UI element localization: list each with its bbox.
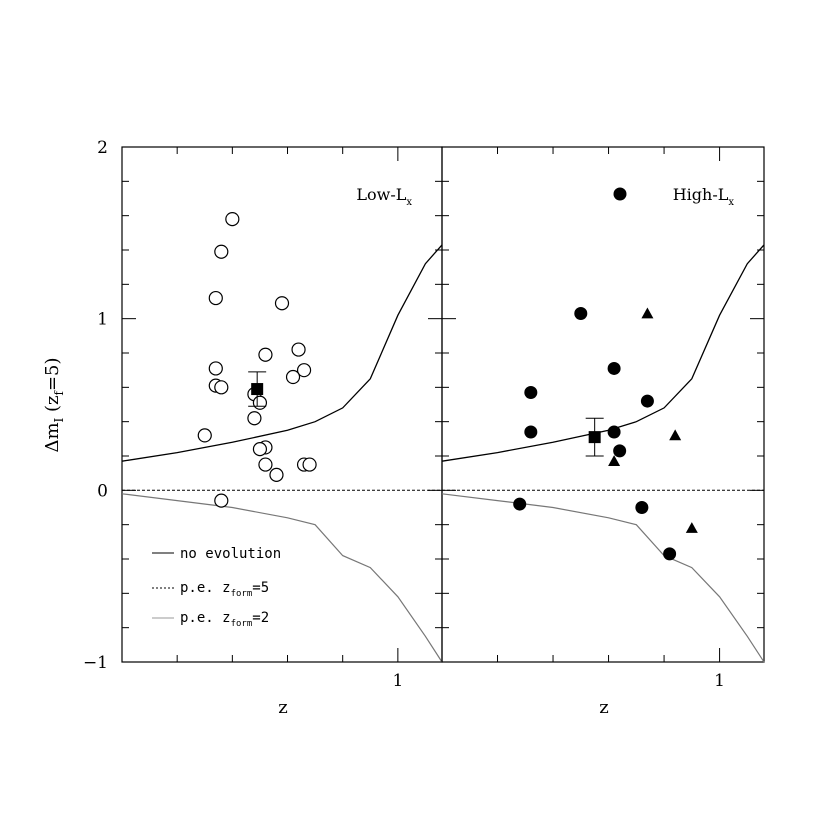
triangle-point bbox=[608, 455, 621, 466]
x-axis-title-right: z bbox=[599, 697, 608, 718]
open-circle-point bbox=[252, 442, 268, 457]
right-no-evolution-curve bbox=[441, 244, 765, 462]
filled-circle-point bbox=[524, 385, 538, 399]
mean-square-point bbox=[251, 383, 264, 396]
legend-no-evolution-label: no evolution bbox=[180, 546, 281, 562]
y-tick-label: 0 bbox=[97, 481, 108, 501]
open-circle-point bbox=[269, 467, 284, 482]
open-circle-point bbox=[247, 411, 262, 426]
x-axis-title-left: z bbox=[278, 697, 287, 718]
open-circle-point bbox=[252, 395, 268, 410]
open-circle-point bbox=[285, 369, 301, 385]
open-circle-point bbox=[302, 457, 317, 472]
open-circle-point bbox=[214, 244, 229, 259]
open-circle-point bbox=[208, 290, 223, 306]
left-panel: 2 1 0 −1 1 Low-Lx bbox=[83, 138, 443, 691]
triangle-point bbox=[669, 429, 682, 441]
triangle-point bbox=[641, 307, 654, 319]
filled-circle-point bbox=[640, 394, 654, 408]
filled-circle-point bbox=[663, 547, 677, 561]
filled-circle-point bbox=[613, 444, 627, 458]
triangle-point bbox=[685, 522, 698, 533]
open-circle-point bbox=[291, 342, 306, 357]
left-no-evolution-curve bbox=[121, 244, 443, 462]
right-pe-zform2-curve bbox=[441, 493, 765, 663]
right-frame bbox=[441, 146, 765, 663]
open-circle-point bbox=[225, 212, 240, 227]
right-panel-label: High-Lx bbox=[673, 185, 735, 208]
legend-filled-circle-marker bbox=[613, 187, 627, 201]
open-circle-point bbox=[258, 457, 273, 472]
open-circle-point bbox=[274, 296, 290, 311]
left-frame bbox=[121, 146, 443, 663]
filled-circle-point bbox=[513, 497, 527, 511]
y-tick-label: 2 bbox=[97, 138, 108, 158]
open-circle-point bbox=[214, 380, 229, 395]
x-tick-label: 1 bbox=[714, 671, 725, 691]
open-circle-point bbox=[197, 428, 212, 443]
open-circle-point bbox=[296, 363, 312, 378]
left-pe-zform2-curve bbox=[121, 493, 443, 663]
filled-circle-point bbox=[574, 307, 588, 321]
filled-circle-point bbox=[524, 425, 538, 439]
left-panel-label: Low-Lx bbox=[356, 185, 412, 208]
y-tick-label: 1 bbox=[97, 310, 108, 330]
legend-pe2-label: p.e. zform=2 bbox=[180, 610, 269, 629]
right-panel: 1 High-Lx bbox=[441, 146, 765, 691]
filled-circle-point bbox=[607, 361, 621, 375]
filled-circle-point bbox=[635, 501, 649, 514]
y-tick-label: −1 bbox=[83, 653, 108, 673]
legend-pe5-label: p.e. zform=5 bbox=[180, 580, 269, 599]
legend: no evolution p.e. zform=5 p.e. zform=2 bbox=[152, 546, 281, 629]
open-circle-point bbox=[208, 361, 223, 376]
y-axis-title: ΔmI (zf=5) bbox=[42, 357, 66, 452]
open-circle-point bbox=[258, 347, 273, 362]
x-tick-label: 1 bbox=[392, 671, 403, 691]
filled-circle-point bbox=[607, 425, 621, 439]
open-circle-point bbox=[214, 493, 229, 508]
mean-square-point bbox=[588, 431, 601, 444]
